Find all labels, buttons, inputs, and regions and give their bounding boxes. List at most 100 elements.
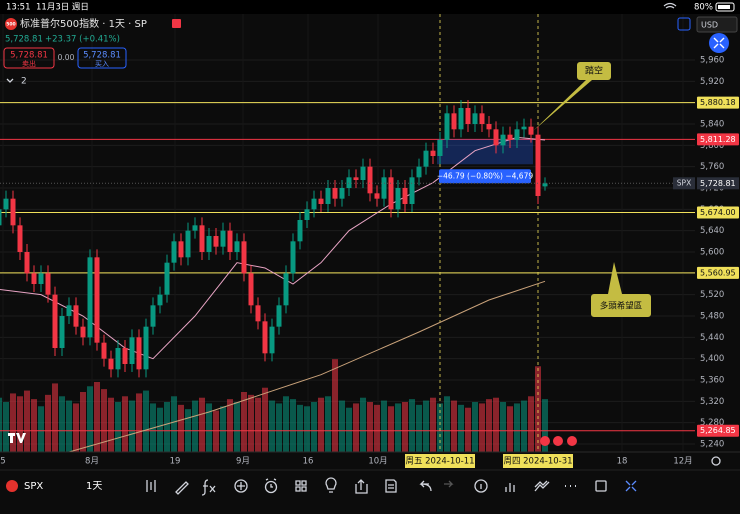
candle-body <box>367 166 373 194</box>
candle-body <box>241 241 247 274</box>
candle-body <box>66 305 72 316</box>
candle-body <box>192 225 198 231</box>
candle-body <box>493 129 499 146</box>
volume-bar <box>367 402 373 452</box>
plot-area: −46.79 (−0.80%) −4,679 <box>0 14 695 452</box>
layout-icon[interactable] <box>295 480 307 492</box>
candle-body <box>73 305 79 327</box>
settings-icon[interactable] <box>711 456 721 466</box>
volume-bar <box>416 404 422 452</box>
expand-button[interactable] <box>709 33 729 53</box>
candle-body <box>94 257 100 343</box>
event-flag[interactable] <box>553 436 563 446</box>
chart-icon[interactable] <box>505 483 515 492</box>
collapse-icon[interactable] <box>6 78 14 83</box>
level-label-bg <box>697 96 739 109</box>
redo-icon[interactable] <box>444 480 454 488</box>
add-icon[interactable] <box>237 482 245 490</box>
candle-body <box>374 193 380 199</box>
fullscreen-icon[interactable] <box>595 480 607 492</box>
volume-bar <box>290 399 296 452</box>
candle-body <box>24 252 30 274</box>
candle-body <box>465 108 471 124</box>
last-price-label-bg <box>697 177 739 190</box>
volume-bar <box>45 394 51 452</box>
date-marker-label: 周五 2024-10-11 <box>405 457 474 467</box>
candle-body <box>150 305 156 327</box>
candle-body <box>542 183 548 187</box>
sell-button[interactable] <box>3 47 55 69</box>
candle-body <box>535 134 541 196</box>
draw-icon[interactable] <box>175 481 189 495</box>
volume-bar <box>479 403 485 452</box>
volume-bar <box>423 400 429 452</box>
compare-icon[interactable] <box>534 480 550 492</box>
candle-body <box>227 230 233 252</box>
volume-bar <box>143 390 149 452</box>
candle-body <box>514 129 520 140</box>
callout-bubble <box>591 262 651 317</box>
info-icon[interactable] <box>474 479 488 493</box>
toolbar-symbol[interactable]: SPX <box>24 481 43 492</box>
alert-icon[interactable] <box>265 478 277 488</box>
indicator-icon[interactable] <box>201 479 216 496</box>
candle-body <box>164 262 170 295</box>
candle-body <box>451 113 457 130</box>
volume-bar <box>129 400 135 452</box>
x-axis: 5 8月 19 9月 16 10月 18 12月 周五 2024-10-11 周四 2024-10… <box>0 454 693 468</box>
volume-bar <box>234 402 240 452</box>
candle-body <box>199 225 205 252</box>
market-status <box>172 19 181 28</box>
volume-bar <box>374 404 380 452</box>
candle-body <box>528 126 534 135</box>
price-axis-labels: 5,9605,9205,8805,8405,8005,7605,7205,680… <box>697 56 739 450</box>
x-tick-label: 8月 <box>85 457 99 467</box>
volume-bar <box>115 402 121 452</box>
candle-body <box>388 177 394 210</box>
share-icon[interactable] <box>355 479 368 494</box>
volume-bar <box>17 396 23 452</box>
y-tick-label: 5,800 <box>700 141 724 151</box>
add-icon[interactable] <box>234 479 248 493</box>
volume-bar <box>444 396 450 452</box>
buy-button[interactable] <box>77 47 127 69</box>
volume-bar <box>360 397 366 452</box>
collapse-view-icon[interactable] <box>625 480 637 492</box>
volume-bar <box>3 402 9 452</box>
sync-icon[interactable] <box>677 17 691 31</box>
volume-bar <box>304 406 310 452</box>
candle-body <box>115 348 121 370</box>
symbol-title[interactable]: 标准普尔500指数 · 1天 · SP <box>20 17 147 30</box>
event-flag[interactable] <box>567 436 577 446</box>
y-tick-label: 5,760 <box>700 162 724 172</box>
alert-icon[interactable] <box>264 480 278 494</box>
ideas-icon[interactable] <box>325 477 337 493</box>
volume-bar <box>528 396 534 452</box>
volume-bar <box>430 397 436 452</box>
candle-body <box>297 220 303 242</box>
candle-body <box>472 113 478 124</box>
toolbar-interval[interactable]: 1天 <box>86 481 102 492</box>
y-tick-label: 5,600 <box>700 248 724 258</box>
volume-bar <box>381 400 387 452</box>
candle-body <box>101 342 107 359</box>
currency-select[interactable] <box>696 16 738 33</box>
candle-body <box>87 257 93 338</box>
note-icon[interactable] <box>385 479 397 493</box>
volume-bar <box>94 382 100 452</box>
volume-bar <box>297 404 303 452</box>
volume-bar <box>38 406 44 452</box>
candle-body <box>521 126 527 130</box>
date: 11月3日 週日 <box>36 3 89 13</box>
undo-icon[interactable] <box>419 480 432 492</box>
indicator-count[interactable]: 2 <box>21 77 27 87</box>
candle-body <box>17 225 23 252</box>
candle-body <box>3 198 9 210</box>
event-flag[interactable] <box>540 436 550 446</box>
volume-bar <box>353 403 359 452</box>
volume-bar <box>311 402 317 452</box>
level-label: 5,264.85 <box>700 426 736 435</box>
candle-type-icon[interactable] <box>146 480 156 492</box>
candle-body <box>381 177 387 199</box>
